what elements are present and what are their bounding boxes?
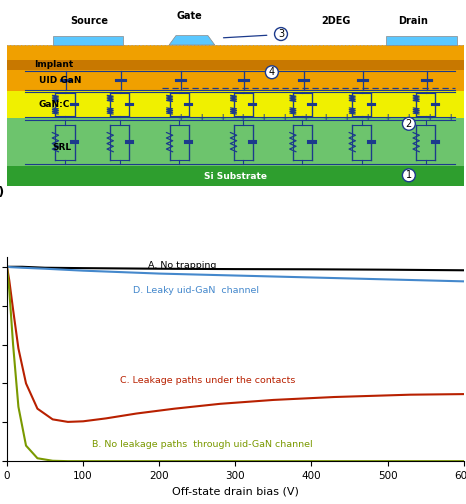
Bar [7, 166, 464, 186]
Text: +: + [281, 113, 287, 122]
Text: C. Leakage paths under the contacts: C. Leakage paths under the contacts [120, 376, 295, 385]
X-axis label: Off-state drain bias (V): Off-state drain bias (V) [172, 486, 299, 496]
Text: +: + [447, 113, 453, 122]
Text: Drain: Drain [398, 16, 428, 26]
Text: +: + [426, 113, 432, 122]
Text: 4: 4 [269, 67, 275, 77]
Bar [7, 60, 464, 70]
Text: GaN:C: GaN:C [39, 100, 70, 109]
Text: A. No trapping: A. No trapping [148, 261, 216, 270]
Bar [386, 36, 457, 45]
Text: D. Leaky uid-GaN  channel: D. Leaky uid-GaN channel [133, 286, 259, 295]
Text: +: + [198, 113, 205, 122]
Text: Source: Source [70, 16, 108, 26]
Text: Si Substrate: Si Substrate [204, 171, 267, 180]
Bar [7, 70, 464, 91]
Text: (a): (a) [0, 186, 5, 199]
Bar [7, 118, 464, 166]
Text: 1: 1 [406, 170, 412, 180]
Text: SRL: SRL [53, 144, 72, 153]
Text: +: + [322, 113, 329, 122]
Text: +: + [260, 113, 267, 122]
Text: +: + [364, 113, 370, 122]
Text: +: + [302, 113, 308, 122]
Bar [7, 45, 464, 60]
Text: UID GaN: UID GaN [39, 76, 82, 85]
Text: 2DEG: 2DEG [321, 16, 350, 26]
Text: B. No leakage paths  through uid-GaN channel: B. No leakage paths through uid-GaN chan… [92, 440, 313, 449]
Text: 3: 3 [278, 29, 284, 39]
Text: +: + [178, 113, 184, 122]
Text: +: + [219, 113, 225, 122]
Text: +: + [240, 113, 246, 122]
Text: 2: 2 [406, 119, 412, 129]
Polygon shape [169, 36, 215, 45]
Text: +: + [405, 113, 411, 122]
Text: +: + [343, 113, 350, 122]
Text: Implant: Implant [34, 60, 74, 69]
Text: +: + [384, 113, 391, 122]
Bar [7, 91, 464, 118]
Bar [53, 36, 123, 45]
Text: Gate: Gate [177, 11, 203, 21]
